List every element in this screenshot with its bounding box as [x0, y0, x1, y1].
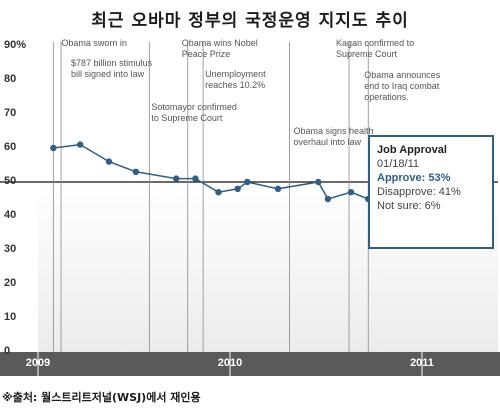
tooltip-approve: Approve: 53% [377, 172, 451, 184]
y-tick-label: 60 [4, 141, 17, 153]
tooltip-disapprove: Disapprove: 41% [377, 186, 461, 198]
event-annotation: Unemployment reaches 10.2% [205, 69, 266, 90]
x-axis-bar [0, 352, 500, 376]
approval-data-point [347, 189, 355, 196]
approval-data-point [50, 144, 57, 152]
approval-data-point [274, 185, 282, 192]
x-tick-label: 2011 [410, 357, 434, 369]
source-note: ※출처: 월스트리트저널(WSJ)에서 재인용 [2, 391, 201, 404]
approval-data-point [234, 185, 241, 192]
event-annotation: Obama wins Nobel Peace Prize [181, 38, 258, 59]
approval-data-point [173, 175, 180, 182]
event-annotation: Sotomayor confirmed to Supreme Court [151, 102, 237, 123]
approval-data-point [315, 178, 322, 186]
tooltip-not-sure: Not sure: 6% [377, 200, 441, 212]
y-tick-label: 0 [4, 345, 11, 357]
approval-data-point [244, 178, 251, 186]
approval-data-point [215, 189, 222, 196]
approval-tooltip: Job Approval 01/18/11 Approve: 53% Disap… [368, 135, 494, 249]
y-tick-label: 30 [4, 243, 17, 255]
event-annotation: Obama announces end to Iraq combat opera… [364, 70, 441, 102]
approval-data-point [105, 158, 113, 165]
approval-data-point [324, 195, 332, 203]
tooltip-title: Job Approval [377, 144, 447, 156]
y-tick-label: 50 [4, 175, 17, 187]
x-tick-label: 2009 [25, 357, 51, 369]
chart-title: 최근 오바마 정부의 국정운영 지지도 추이 [91, 11, 409, 31]
approval-data-point [192, 175, 199, 182]
y-tick-label: 70 [4, 107, 17, 119]
event-annotation: Kagan confirmed to Supreme Court [336, 38, 415, 59]
event-annotation: Obama sworn in [61, 38, 127, 48]
approval-data-point [77, 141, 84, 148]
chart-frame: Obama sworn in $787 billion stimulus bill… [0, 34, 500, 380]
y-tick-label: 90% [4, 39, 27, 51]
approval-data-point [132, 168, 140, 175]
x-tick-label: 2010 [217, 357, 243, 369]
y-tick-label: 80 [4, 73, 17, 85]
y-tick-label: 40 [4, 209, 17, 221]
y-tick-label: 20 [4, 277, 17, 289]
event-annotation: $787 billion stimulus bill signed into l… [71, 58, 153, 79]
y-tick-label: 10 [4, 311, 17, 323]
tooltip-date: 01/18/11 [377, 158, 420, 170]
event-annotation: Obama signs health overhaul into law [293, 126, 374, 147]
